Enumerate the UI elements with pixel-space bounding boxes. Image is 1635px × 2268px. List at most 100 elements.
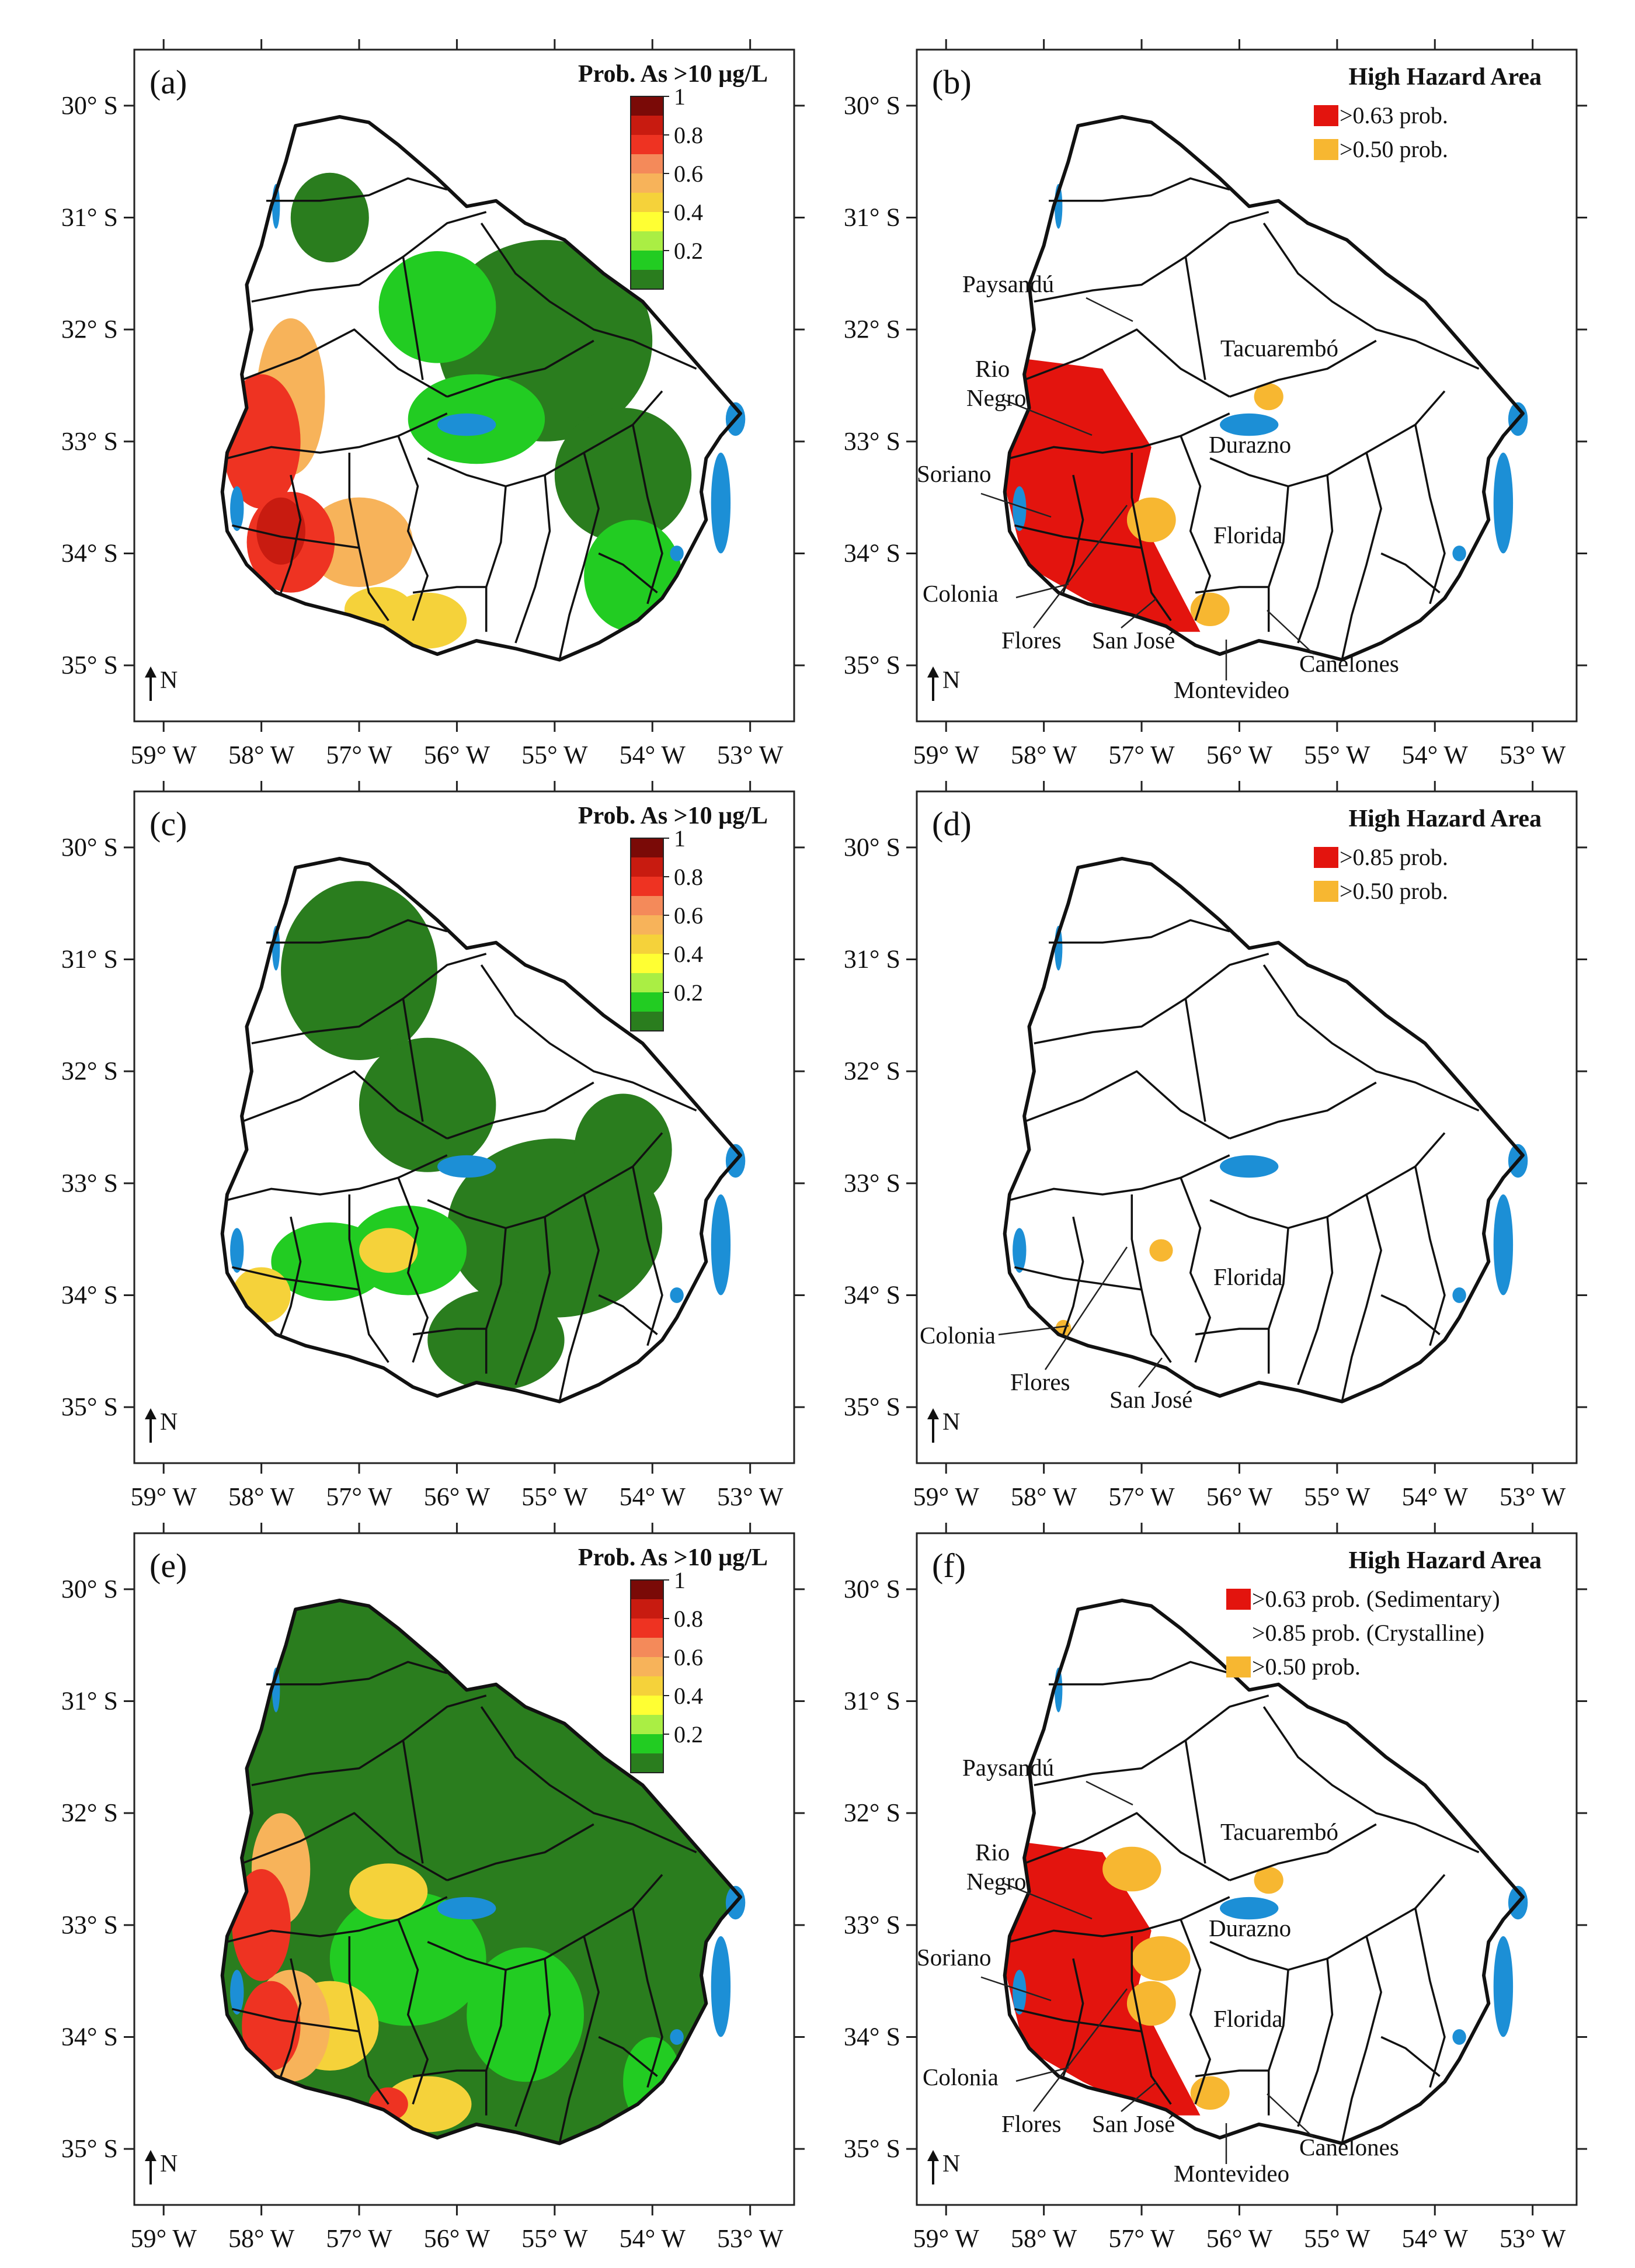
city-label: Montevideo [1174,2160,1289,2187]
north-arrow: N [145,2150,178,2184]
leader-line [1033,1988,1128,2112]
city-label: Florida [1213,522,1282,548]
city-label: Tacuarembó [1220,335,1338,362]
department-borders [1009,919,1480,1402]
lat-label: 31° S [61,1687,118,1715]
legend-tick-label: 0.6 [674,1644,703,1670]
lat-label: 35° S [61,2134,118,2163]
lon-label: 59° W [131,2224,197,2253]
leader-line [998,1325,1069,1336]
lon-label: 59° W [131,741,197,769]
north-arrow: N [927,1408,960,1443]
lon-label: 58° W [1011,2224,1077,2253]
lon-label: 58° W [228,2224,295,2253]
lon-label: 55° W [521,1482,588,1511]
city-label: Soriano [917,460,992,487]
legend-swatch [631,1753,663,1773]
lon-label: 54° W [620,741,686,769]
legend: High Hazard Area >0.63 prob. >0.50 prob. [1314,64,1542,162]
legend-swatch [631,135,663,154]
legend-swatch [631,1599,663,1618]
lat-label: 33° S [844,1169,900,1197]
legend-title: High Hazard Area [1348,64,1542,91]
leader-line [1004,1883,1093,1920]
lat-label: 35° S [844,1392,900,1421]
north-arrow: N [927,2150,960,2184]
city-label: Tacuarembó [1220,1818,1338,1845]
lon-label: 58° W [228,1482,295,1511]
legend-swatch [631,231,663,251]
legend-tick-label: 1 [674,1567,686,1593]
north-label: N [942,667,960,694]
legend-tick-label: 0.2 [674,238,703,264]
department-borders [227,919,697,1402]
north-label: N [160,1409,178,1436]
legend-swatch [631,96,663,116]
lon-label: 55° W [521,741,588,769]
lat-label: 34° S [61,1281,118,1310]
legend-swatch [631,857,663,877]
legend: High Hazard Area >0.63 prob. (Sedimentary… [1226,1547,1542,1680]
city-label: Rio [975,355,1010,382]
lon-label: 55° W [1304,2224,1370,2253]
north-arrow-icon [927,1408,939,1419]
legend-swatch [631,1734,663,1753]
lat-label: 31° S [61,945,118,974]
city-label: Colonia [923,2064,999,2090]
legend-item-label: >0.50 prob. [1252,1654,1361,1680]
leader-line [1138,1357,1163,1388]
map-panel-4: 30° S 31° S 32° S 33° S 34° S 35° S 59° W 58° W… [844,781,1587,1511]
panel-frame [133,1532,795,2206]
lon-label: 59° W [913,1482,980,1511]
lon-label: 58° W [1011,741,1077,769]
legend: Prob. As >10 µg/L1 0.8 0.6 0.4 0.2 [578,803,768,1031]
north-arrow-icon [927,2150,939,2161]
legend-swatch [631,935,663,954]
legend-swatch [631,992,663,1012]
lat-label: 32° S [61,1798,118,1827]
city-label: Florida [1213,1263,1282,1290]
legend-tick-label: 0.4 [674,1683,703,1709]
lon-label: 56° W [1206,741,1273,769]
lat-label: 31° S [61,203,118,232]
lat-label: 35° S [844,2134,900,2163]
legend-item-label: >0.50 prob. [1340,878,1448,904]
leader-line [1044,1246,1128,1370]
legend-swatch [631,1618,663,1638]
legend-tick-label: 0.6 [674,902,703,929]
north-arrow-icon [927,666,939,678]
lat-label: 32° S [844,1798,900,1827]
leader-line [1015,2066,1069,2082]
department-borders [227,177,697,660]
lat-label: 35° S [844,651,900,679]
lon-label: 59° W [913,741,980,769]
lon-label: 56° W [1206,2224,1273,2253]
map-panel-2: 30° S 31° S 32° S 33° S 34° S 35° S 59° W 58° W… [844,39,1587,769]
lon-label: 55° W [1304,1482,1370,1511]
panel-frame [133,790,795,1464]
legend-swatch [631,1657,663,1676]
lat-label: 33° S [844,1911,900,1939]
map-panel-3: 30° S 31° S 32° S 33° S 34° S 35° S 59° W 58° W… [61,781,805,1511]
leader-line [1086,1780,1133,1806]
lat-label: 31° S [844,1687,900,1715]
lon-label: 57° W [326,1482,392,1511]
city-label: Paysandú [962,1754,1054,1781]
legend-swatch [631,1715,663,1734]
water-bodies [230,1668,746,2045]
lat-label: 33° S [61,1169,118,1197]
water-bodies [230,184,746,561]
leader-line [1033,505,1128,628]
legend-swatch [1314,139,1338,160]
legend-swatch [631,173,663,193]
uruguay-land [1004,859,1523,1402]
legend-tick-label: 0.6 [674,161,703,187]
legend-tick-label: 0.8 [674,1606,703,1632]
city-label: Florida [1213,2005,1282,2032]
lon-label: 57° W [326,2224,392,2253]
panel-label: (b) [932,63,972,101]
legend-item-label: >0.63 prob. (Sedimentary) [1252,1586,1500,1612]
city-label: Canelones [1299,650,1399,677]
map-panel-6: 30° S 31° S 32° S 33° S 34° S 35° S 59° W 58° W… [844,1523,1587,2253]
lon-label: 54° W [1402,2224,1469,2253]
